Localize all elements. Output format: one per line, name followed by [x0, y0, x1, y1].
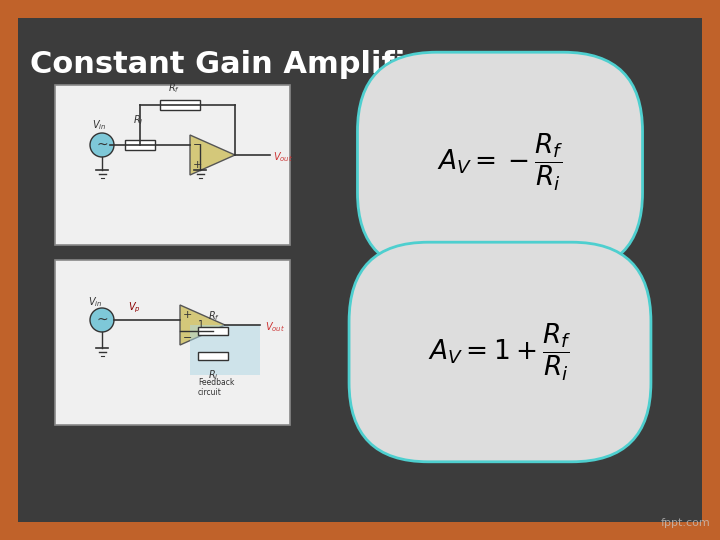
Text: $R_i$: $R_i$: [133, 113, 143, 127]
FancyBboxPatch shape: [190, 325, 260, 375]
FancyBboxPatch shape: [125, 140, 155, 150]
Circle shape: [90, 133, 114, 157]
Text: $V_{in}$: $V_{in}$: [92, 118, 107, 132]
FancyBboxPatch shape: [198, 327, 228, 335]
Polygon shape: [180, 305, 225, 345]
Polygon shape: [190, 135, 235, 175]
FancyBboxPatch shape: [385, 110, 615, 215]
Text: $A_V = 1 + \dfrac{R_f}{R_i}$: $A_V = 1 + \dfrac{R_f}{R_i}$: [428, 321, 572, 383]
Text: $V_{out}$: $V_{out}$: [265, 320, 285, 334]
Text: Non –inverting  Amplifier;: Non –inverting Amplifier;: [395, 275, 644, 294]
Text: Constant Gain Amplifier: Constant Gain Amplifier: [30, 50, 441, 79]
Text: $R_f$: $R_f$: [168, 81, 180, 95]
Text: −: −: [193, 140, 202, 150]
Text: Feedback
circuit: Feedback circuit: [198, 378, 235, 397]
Text: Inverting Amplifier;: Inverting Amplifier;: [395, 95, 583, 114]
Text: $R_i$: $R_i$: [208, 368, 219, 382]
FancyBboxPatch shape: [198, 352, 228, 360]
FancyBboxPatch shape: [18, 18, 702, 522]
Text: $A_V = -\dfrac{R_f}{R_i}$: $A_V = -\dfrac{R_f}{R_i}$: [436, 131, 563, 193]
Text: $V_p$: $V_p$: [128, 301, 140, 315]
Circle shape: [90, 308, 114, 332]
Text: ~: ~: [96, 313, 108, 327]
Text: +: +: [183, 310, 192, 320]
Text: fppt.com: fppt.com: [660, 518, 710, 528]
Text: +: +: [193, 160, 202, 170]
Text: −: −: [183, 333, 192, 343]
Text: $R_f$: $R_f$: [208, 309, 220, 323]
FancyBboxPatch shape: [55, 260, 290, 425]
FancyBboxPatch shape: [160, 100, 200, 110]
Text: $V_{in}$: $V_{in}$: [88, 295, 102, 309]
FancyBboxPatch shape: [385, 300, 615, 405]
Text: ~: ~: [96, 138, 108, 152]
Text: 1: 1: [198, 320, 204, 330]
FancyBboxPatch shape: [55, 85, 290, 245]
Text: $V_{out}$: $V_{out}$: [273, 150, 293, 164]
